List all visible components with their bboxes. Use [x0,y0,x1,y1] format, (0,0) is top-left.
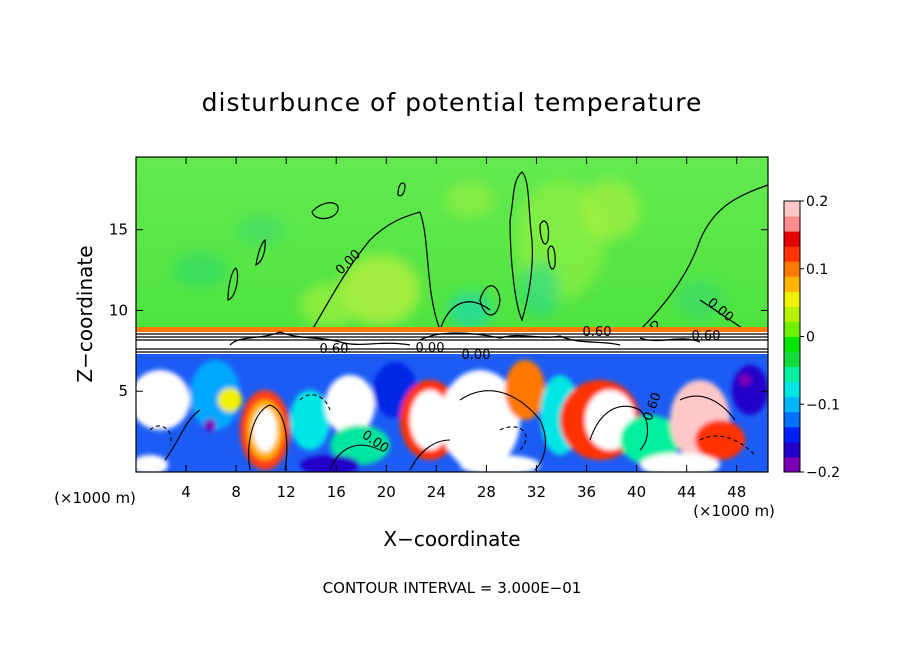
colorbar [783,200,801,473]
x-tick-label: 28 [477,483,496,501]
colorbar-swatch [784,381,800,398]
plot-area [136,157,768,472]
x-unit-label-left: (×1000 m) [54,489,136,507]
colorbar-ticks: 0.2 0.1 0 −0.1 −0.2 [800,194,840,481]
colorbar-swatch [784,231,800,247]
x-tick-label: 44 [677,483,696,501]
x-tick-label: 16 [327,483,346,501]
y-tick-label: 15 [109,221,128,239]
lower-layer-patches [136,360,768,472]
colorbar-swatch [784,441,800,458]
upper-layer-patches [172,180,725,328]
contour-label: 0.00 [416,341,445,356]
colorbar-swatch [784,366,800,383]
inversion-band-top [136,327,768,333]
upper-contours [227,171,768,331]
colorbar-swatch [784,396,800,413]
x-tick-label: 40 [627,483,646,501]
contour-label: 0.00 [462,348,491,363]
y-axis-label: Z−coordinate [73,245,97,382]
colorbar-swatch [784,321,800,337]
colorbar-swatch [784,246,800,262]
inversion-band [136,332,768,354]
colorbar-swatch [784,426,800,443]
colorbar-swatch [784,261,800,277]
contour-label: 0.60 [320,342,349,357]
x-tick-label: 36 [577,483,596,501]
x-tick-label: 8 [231,483,241,501]
x-axis-label: X−coordinate [383,527,520,551]
x-tick-label: 20 [377,483,396,501]
colorbar-tick-label: −0.2 [806,465,840,481]
y-tick-label: 10 [109,301,128,319]
colorbar-swatch [784,216,800,232]
y-axis: 5 10 15 [109,221,768,400]
colorbar-swatch [784,201,800,217]
contour-label: 0.60 [692,329,721,344]
contour-interval-footer: CONTOUR INTERVAL = 3.000E−01 [323,579,582,597]
colorbar-swatch [784,456,800,473]
x-tick-label: 24 [427,483,446,501]
plot-frame [135,156,769,473]
colorbar-tick-label: 0.1 [806,262,828,278]
x-tick-label: 4 [181,483,191,501]
colorbar-swatch [784,276,800,292]
x-tick-label: 12 [277,483,296,501]
colorbar-swatch [784,306,800,322]
colorbar-swatch [784,336,800,353]
colorbar-tick-label: 0.2 [806,194,828,210]
inversion-contours [136,331,768,353]
lower-contours [149,390,756,471]
colorbar-swatch [784,351,800,368]
colorbar-tick-label: −0.1 [806,397,840,413]
x-unit-label-right: (×1000 m) [693,502,775,520]
x-tick-label: 48 [727,483,746,501]
colorbar-swatch [784,291,800,307]
y-tick-label: 5 [118,382,128,400]
colorbar-tick-label: 0 [806,330,815,346]
contour-label: 0.60 [583,325,612,340]
x-tick-label: 32 [527,483,546,501]
chart-title: disturbunce of potential temperature [202,88,703,117]
x-axis: 4 8 12 16 20 24 28 32 36 40 44 48 [181,157,746,501]
colorbar-swatch [784,411,800,428]
